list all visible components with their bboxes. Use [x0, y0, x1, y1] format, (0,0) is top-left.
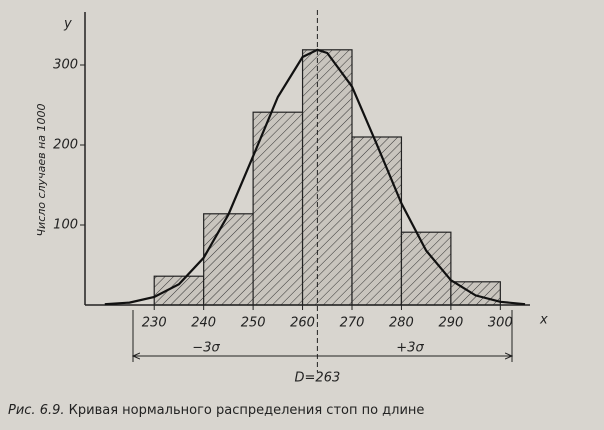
x-tick-label: 290 [438, 316, 463, 331]
minus-sigma: −3σ [192, 341, 220, 356]
plus-sigma: +3σ [396, 341, 424, 356]
y-tick-label: 300 [53, 58, 78, 73]
x-tick-label: 230 [142, 316, 167, 331]
x-axis-letter: x [539, 313, 548, 328]
bar [351, 136, 403, 306]
x-tick-label: 280 [389, 316, 414, 331]
y-tick-label: 100 [53, 218, 78, 233]
caption: Рис. 6.9. Кривая нормального распределен… [8, 403, 424, 418]
bar [153, 275, 205, 306]
caption-text: Рис. 6.9. Кривая нормального распределен… [8, 403, 424, 418]
y-axis-title: Число случаев на 1000 [35, 104, 48, 237]
y-tick-label: 200 [53, 138, 78, 153]
x-tick-label: 250 [241, 316, 266, 331]
x-tick-label: 260 [290, 316, 315, 331]
normal-curve [104, 48, 526, 306]
mean-label: D=263 [295, 371, 341, 386]
x-tick-label: 240 [191, 316, 216, 331]
bar [301, 49, 353, 306]
bar [252, 111, 304, 306]
y-axis-letter: y [63, 17, 72, 32]
x-tick-label: 270 [340, 316, 365, 331]
bar [400, 231, 452, 306]
caption-body: Кривая нормального распределения стоп по… [69, 403, 425, 418]
x-tick-label: 300 [488, 316, 513, 331]
bar [203, 213, 254, 306]
caption-label: Рис. 6.9. [8, 403, 65, 418]
